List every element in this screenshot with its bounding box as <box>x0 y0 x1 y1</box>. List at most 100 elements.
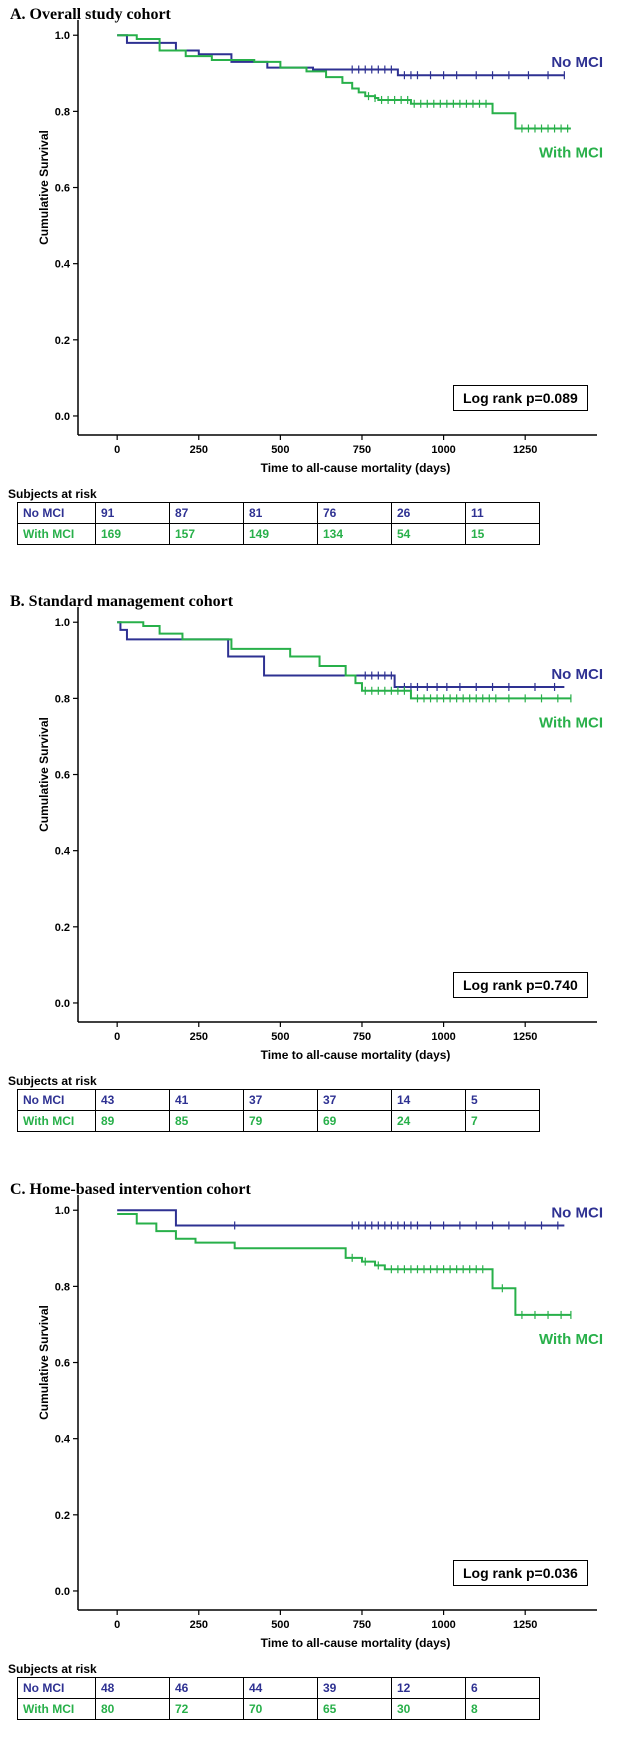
risk-cell: 11 <box>465 502 540 524</box>
series-label-with-mci: With MCI <box>539 714 603 731</box>
y-tick-label: 0.8 <box>55 1281 70 1293</box>
x-tick-label: 250 <box>190 444 208 456</box>
log-rank-annotation: Log rank p=0.740 <box>453 972 588 998</box>
risk-cell: 79 <box>243 1110 318 1132</box>
panel-title: B. Standard management cohort <box>10 593 234 610</box>
risk-cell: 43 <box>95 1089 170 1111</box>
risk-row-label: No MCI <box>17 1677 96 1699</box>
series-line-no-mci <box>117 621 565 688</box>
chart-panel-2: B. Standard management cohort 0.0 0.2 0.4 0.… <box>0 587 622 1161</box>
y-tick-label: 0.4 <box>55 259 71 271</box>
y-tick-label: 0.0 <box>55 1586 70 1598</box>
risk-row-label: With MCI <box>17 1110 96 1132</box>
risk-cell: 26 <box>391 502 466 524</box>
series-label-no-mci: No MCI <box>551 54 603 71</box>
x-axis-title: Time to all-cause mortality (days) <box>261 1636 451 1650</box>
x-tick-label: 250 <box>190 1031 208 1043</box>
x-tick-label: 1000 <box>431 1031 455 1043</box>
risk-cell: 46 <box>169 1677 244 1699</box>
chart-panel-1: A. Overall study cohort 0.0 0.2 0.4 0.6 0.8 1.… <box>0 0 622 574</box>
x-tick-label: 500 <box>271 1031 289 1043</box>
risk-cell: 7 <box>465 1110 540 1132</box>
risk-cell: 65 <box>317 1698 392 1720</box>
risk-cell: 81 <box>243 502 318 524</box>
risk-cell: 72 <box>169 1698 244 1720</box>
panel-title: A. Overall study cohort <box>10 6 171 23</box>
y-tick-label: 0.4 <box>55 846 71 858</box>
chart-panel-3: C. Home-based intervention cohort 0.0 0.2 0… <box>0 1175 622 1749</box>
risk-cell: 48 <box>95 1677 170 1699</box>
series-line-with-mci <box>117 34 571 130</box>
series-label-no-mci: No MCI <box>551 1204 603 1221</box>
y-tick-label: 0.2 <box>55 335 70 347</box>
y-tick-label: 0.2 <box>55 922 70 934</box>
risk-cell: 5 <box>465 1089 540 1111</box>
x-tick-label: 750 <box>353 1031 371 1043</box>
y-tick-label: 0.6 <box>55 1358 70 1370</box>
y-axis-title: Cumulative Survival <box>37 1305 51 1420</box>
risk-table-row: With MCI 89 85 79 69 24 7 <box>17 1110 540 1132</box>
y-tick-label: 1.0 <box>55 1205 70 1217</box>
risk-cell: 157 <box>169 523 244 545</box>
series-label-no-mci: No MCI <box>551 666 603 683</box>
risk-table: No MCI 48 46 44 39 12 6 With MCI 80 72 70 65 30 8 <box>17 1677 540 1720</box>
x-tick-label: 0 <box>114 1619 120 1631</box>
survival-plot: 0.0 0.2 0.4 0.6 0.8 1.0 0 250 500 750 1000 1250 Time… <box>37 1195 603 1650</box>
risk-cell: 89 <box>95 1110 170 1132</box>
series-label-with-mci: With MCI <box>539 145 603 162</box>
risk-cell: 37 <box>243 1089 318 1111</box>
x-tick-label: 1250 <box>513 1031 537 1043</box>
x-tick-label: 0 <box>114 444 120 456</box>
risk-cell: 30 <box>391 1698 466 1720</box>
risk-table-title: Subjects at risk <box>8 1074 97 1088</box>
y-tick-label: 0.2 <box>55 1510 70 1522</box>
x-tick-label: 750 <box>353 444 371 456</box>
x-axis-title: Time to all-cause mortality (days) <box>261 461 451 475</box>
risk-table-row: With MCI 169 157 149 134 54 15 <box>17 523 540 545</box>
series-line-with-mci <box>117 1213 571 1316</box>
y-tick-label: 0.6 <box>55 183 70 195</box>
y-tick-label: 0.8 <box>55 693 70 705</box>
risk-row-label: With MCI <box>17 1698 96 1720</box>
risk-table: No MCI 43 41 37 37 14 5 With MCI 89 85 79 69 24 7 <box>17 1089 540 1132</box>
risk-cell: 8 <box>465 1698 540 1720</box>
y-tick-label: 0.0 <box>55 998 70 1010</box>
risk-cell: 15 <box>465 523 540 545</box>
series-line-no-mci <box>117 34 565 77</box>
risk-cell: 24 <box>391 1110 466 1132</box>
risk-row-label: No MCI <box>17 502 96 524</box>
risk-cell: 6 <box>465 1677 540 1699</box>
x-tick-label: 1000 <box>431 444 455 456</box>
risk-cell: 44 <box>243 1677 318 1699</box>
risk-table-row: With MCI 80 72 70 65 30 8 <box>17 1698 540 1720</box>
x-tick-label: 1000 <box>431 1619 455 1631</box>
risk-table-title: Subjects at risk <box>8 487 97 501</box>
panel-title: C. Home-based intervention cohort <box>10 1181 251 1198</box>
risk-cell: 12 <box>391 1677 466 1699</box>
risk-cell: 41 <box>169 1089 244 1111</box>
series-label-with-mci: With MCI <box>539 1331 603 1348</box>
risk-cell: 37 <box>317 1089 392 1111</box>
x-tick-label: 0 <box>114 1031 120 1043</box>
risk-cell: 54 <box>391 523 466 545</box>
x-tick-label: 1250 <box>513 444 537 456</box>
series-line-with-mci <box>117 621 571 700</box>
risk-table-row: No MCI 91 87 81 76 26 11 <box>17 502 540 524</box>
risk-cell: 80 <box>95 1698 170 1720</box>
risk-cell: 39 <box>317 1677 392 1699</box>
risk-table-row: No MCI 43 41 37 37 14 5 <box>17 1089 540 1111</box>
x-tick-label: 750 <box>353 1619 371 1631</box>
risk-row-label: With MCI <box>17 523 96 545</box>
risk-cell: 14 <box>391 1089 466 1111</box>
risk-cell: 85 <box>169 1110 244 1132</box>
risk-cell: 134 <box>317 523 392 545</box>
survival-plot: 0.0 0.2 0.4 0.6 0.8 1.0 0 250 500 750 1000 1250 Time… <box>37 607 603 1062</box>
y-tick-label: 1.0 <box>55 30 70 42</box>
risk-table-title: Subjects at risk <box>8 1662 97 1676</box>
series-line-no-mci <box>117 1209 565 1227</box>
risk-cell: 70 <box>243 1698 318 1720</box>
risk-cell: 69 <box>317 1110 392 1132</box>
y-tick-label: 0.8 <box>55 106 70 118</box>
risk-cell: 91 <box>95 502 170 524</box>
risk-cell: 149 <box>243 523 318 545</box>
